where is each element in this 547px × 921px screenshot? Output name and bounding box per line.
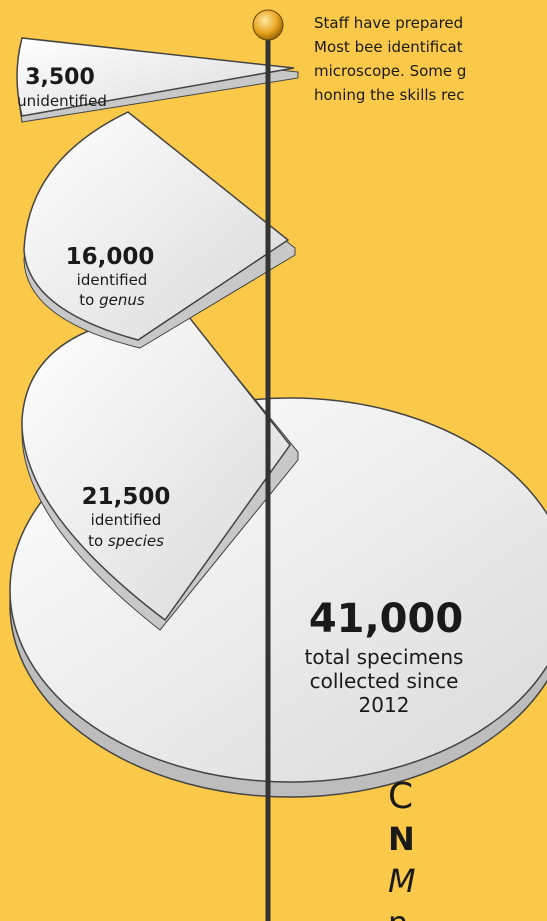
notes: Staff have prepared Most bee identificat…: [314, 14, 466, 104]
footer-line: n: [388, 904, 408, 921]
page: {"notes": {"lines": ["Staff have prepare…: [0, 0, 547, 921]
note-line: Staff have prepared: [314, 14, 463, 32]
pin-head: [253, 10, 283, 40]
total-label: 2012: [359, 693, 410, 717]
unidentified-count: 3,500: [25, 65, 95, 90]
note-line: honing the skills rec: [314, 86, 464, 104]
unidentified-label: unidentified: [17, 92, 107, 110]
taxon: species: [108, 532, 164, 550]
note-line: microscope. Some g: [314, 62, 466, 80]
total-label: collected since: [310, 669, 459, 693]
genus-wedge: [24, 112, 288, 340]
total-label: total specimens: [305, 645, 464, 669]
species-label: identified: [91, 511, 162, 529]
footer-line: C: [388, 776, 413, 817]
genus-label: to genus: [79, 291, 145, 309]
genus-label: identified: [77, 271, 148, 289]
footer-line: N: [388, 820, 415, 858]
total-count: 41,000: [309, 596, 463, 642]
prefix: to: [88, 532, 103, 550]
infographic: Staff have prepared Most bee identificat…: [0, 0, 547, 921]
species-label: to species: [88, 532, 164, 550]
footer-line: M: [388, 862, 416, 900]
species-count: 21,500: [82, 484, 171, 510]
prefix: to: [79, 291, 94, 309]
note-line: Most bee identificat: [314, 38, 463, 56]
genus-count: 16,000: [66, 244, 155, 270]
taxon: genus: [99, 291, 145, 309]
